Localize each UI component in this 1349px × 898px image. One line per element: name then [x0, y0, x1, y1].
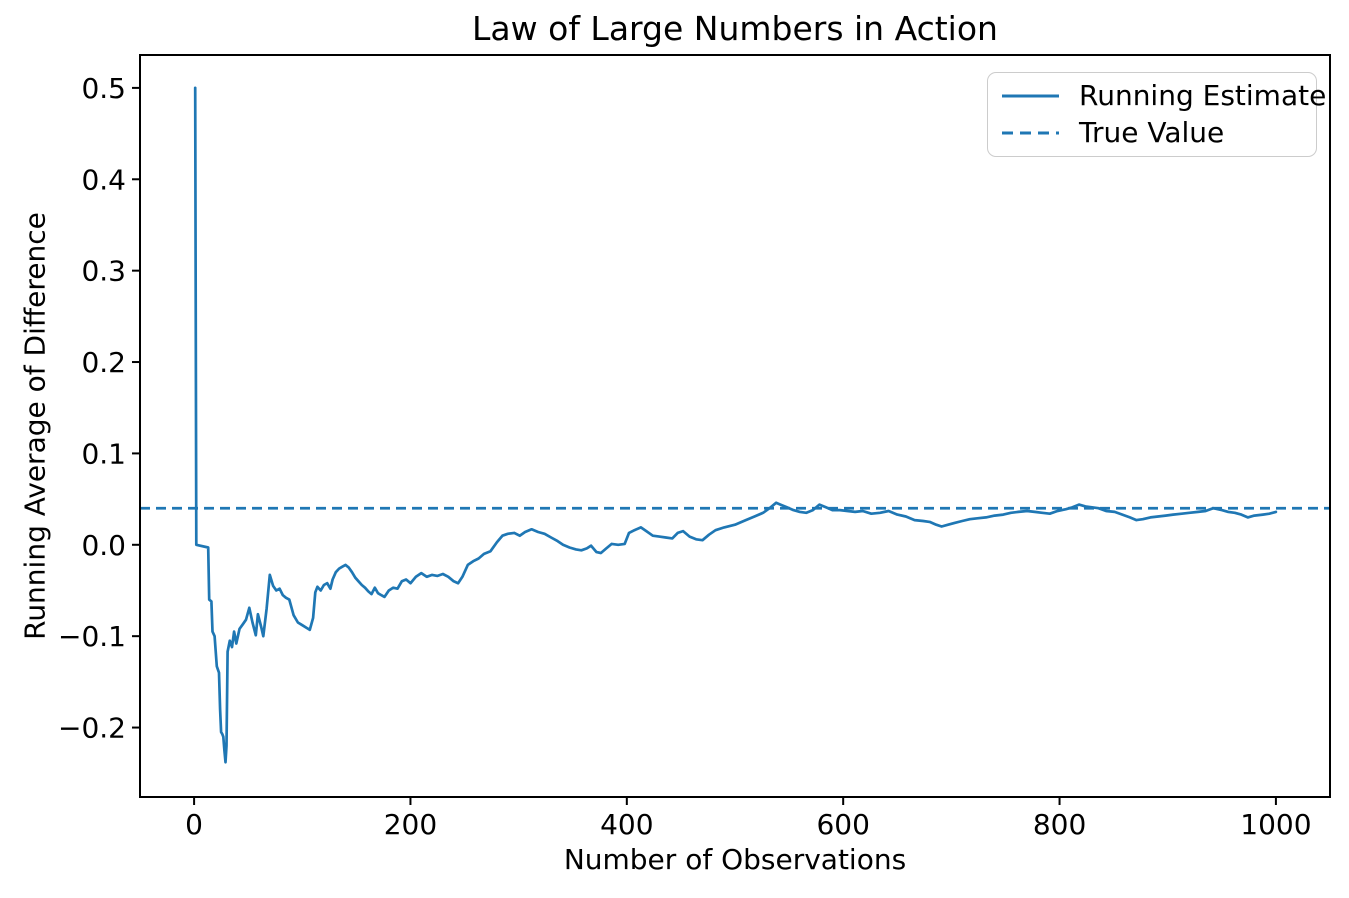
x-tick-label: 1000	[1240, 808, 1311, 841]
y-tick-label: 0.1	[81, 437, 126, 470]
y-tick-label: 0.3	[81, 255, 126, 288]
legend-item-true-value: True Value	[1002, 116, 1302, 150]
x-tick-label: 400	[600, 808, 653, 841]
legend: Running Estimate True Value	[987, 72, 1326, 157]
dashed-line-sample-icon	[1002, 131, 1059, 135]
x-tick-label: 0	[185, 808, 203, 841]
axes-spines	[139, 54, 1331, 798]
y-tick-label: −0.1	[58, 620, 126, 653]
x-tick-label: 600	[816, 808, 869, 841]
y-tick-label: 0.2	[81, 346, 126, 379]
legend-label-true-value: True Value	[1079, 115, 1225, 149]
running-estimate-line	[193, 86, 1278, 764]
y-tick-label: 0.4	[81, 163, 126, 196]
x-tick-label: 800	[1033, 808, 1086, 841]
y-tick-label: 0.5	[81, 72, 126, 105]
legend-label-running-estimate: Running Estimate	[1079, 79, 1327, 113]
legend-item-running-estimate: Running Estimate	[1002, 79, 1326, 113]
chart-title: Law of Large Numbers in Action	[472, 9, 998, 48]
solid-line-sample-icon	[1002, 94, 1059, 98]
x-tick-label: 200	[384, 808, 437, 841]
x-axis-label: Number of Observations	[563, 843, 907, 876]
y-axis-label: Running Average of Difference	[18, 212, 52, 640]
y-tick-label: 0.0	[81, 529, 126, 562]
y-tick-label: −0.2	[58, 712, 126, 745]
